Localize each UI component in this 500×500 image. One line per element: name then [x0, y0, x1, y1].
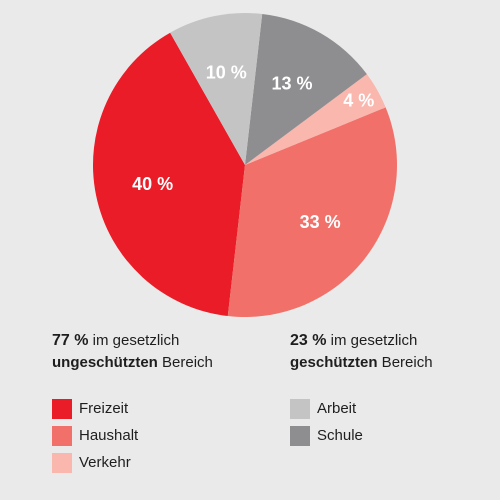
legend-item-schule: Schule: [290, 422, 363, 449]
legend-label-arbeit: Arbeit: [317, 400, 357, 417]
pie-label-haushalt: 33 %: [300, 212, 341, 232]
legend-item-arbeit: Arbeit: [290, 395, 363, 422]
pie-slice-freizeit: [92, 32, 245, 317]
protected-line1: im gesetzlich: [326, 332, 418, 349]
unprotected-line1: im gesetzlich: [88, 332, 180, 349]
unprotected-percent: 77 %: [52, 332, 89, 349]
pie-slice-schule: [245, 13, 367, 165]
legend-swatch-freizeit: [52, 398, 72, 419]
legend-label-verkehr: Verkehr: [79, 454, 131, 471]
pie-chart: 40 % 33 % 4 % 13 % 10 %: [92, 12, 397, 317]
protected-bold-word: geschützten: [290, 354, 378, 371]
protected-group-heading: 23 % im gesetzlich geschützten Bereich: [290, 330, 433, 374]
unprotected-group-heading: 77 % im gesetzlich ungeschützten Bereich: [52, 330, 213, 374]
legend-item-verkehr: Verkehr: [52, 449, 138, 476]
legend-item-freizeit: Freizeit: [52, 395, 138, 422]
legend-left: Freizeit Haushalt Verkehr: [52, 395, 138, 476]
legend-label-schule: Schule: [317, 427, 363, 444]
legend-label-freizeit: Freizeit: [79, 400, 129, 417]
legend-swatch-arbeit: [290, 398, 310, 419]
legend-swatch-haushalt: [52, 425, 72, 446]
legend-label-haushalt: Haushalt: [79, 427, 139, 444]
pie-slice-haushalt: [227, 107, 397, 317]
pie-slice-verkehr: [245, 74, 386, 165]
legend-swatch-schule: [290, 425, 310, 446]
legend-swatch-verkehr: [52, 452, 72, 473]
legend-item-haushalt: Haushalt: [52, 422, 138, 449]
pie-slice-arbeit: [170, 12, 263, 165]
protected-line2: Bereich: [377, 354, 433, 371]
unprotected-line2: Bereich: [157, 354, 213, 371]
protected-percent: 23 %: [290, 332, 327, 349]
unprotected-bold-word: ungeschützten: [52, 354, 158, 371]
pie-label-freizeit: 40 %: [132, 174, 173, 194]
pie-label-arbeit: 10 %: [206, 63, 247, 83]
legend-right: Arbeit Schule: [290, 395, 363, 449]
pie-label-schule: 13 %: [271, 73, 312, 93]
pie-label-verkehr: 4 %: [343, 91, 374, 111]
